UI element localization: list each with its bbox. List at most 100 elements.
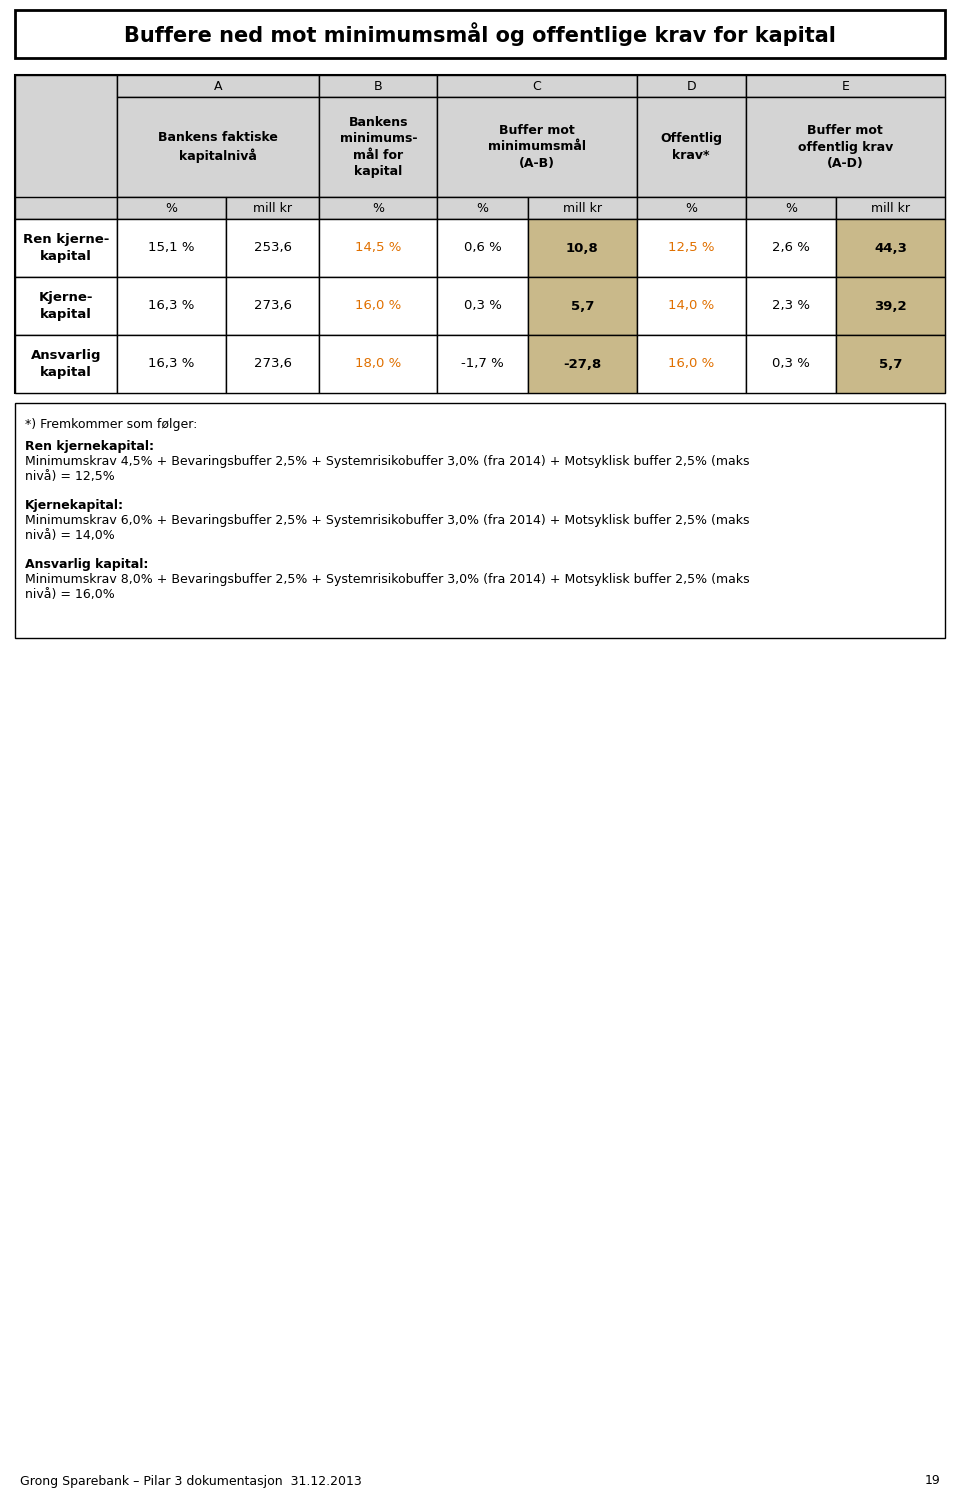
Bar xyxy=(746,196,836,219)
Text: 5,7: 5,7 xyxy=(570,299,594,313)
Bar xyxy=(836,335,945,393)
Bar xyxy=(226,196,320,219)
Text: Grong Sparebank – Pilar 3 dokumentasjon  31.12.2013: Grong Sparebank – Pilar 3 dokumentasjon … xyxy=(20,1475,362,1487)
Text: Kjerne-
kapital: Kjerne- kapital xyxy=(38,292,93,320)
Bar xyxy=(528,277,636,335)
Text: %: % xyxy=(477,201,489,215)
Text: %: % xyxy=(165,201,178,215)
Bar xyxy=(226,219,320,277)
Text: nivå) = 16,0%: nivå) = 16,0% xyxy=(25,588,115,601)
Text: Bankens
minimums-
mål for
kapital: Bankens minimums- mål for kapital xyxy=(340,116,418,178)
Text: 273,6: 273,6 xyxy=(253,299,292,313)
Text: 16,3 %: 16,3 % xyxy=(148,299,195,313)
Text: 253,6: 253,6 xyxy=(253,242,292,254)
Text: 18,0 %: 18,0 % xyxy=(355,358,401,370)
Text: Kjernekapital:: Kjernekapital: xyxy=(25,499,124,512)
Text: D: D xyxy=(686,80,696,92)
Text: 16,3 %: 16,3 % xyxy=(148,358,195,370)
Text: 14,0 %: 14,0 % xyxy=(668,299,714,313)
Bar xyxy=(320,277,438,335)
Bar xyxy=(438,196,528,219)
Text: %: % xyxy=(685,201,697,215)
Text: E: E xyxy=(841,80,850,92)
Bar xyxy=(226,277,320,335)
Bar xyxy=(117,196,226,219)
Bar xyxy=(15,219,117,277)
Bar xyxy=(117,76,320,97)
Text: C: C xyxy=(533,80,541,92)
Text: 0,3 %: 0,3 % xyxy=(464,299,501,313)
Bar xyxy=(438,97,636,196)
Bar xyxy=(636,196,746,219)
Text: 0,3 %: 0,3 % xyxy=(772,358,810,370)
Bar xyxy=(636,277,746,335)
Text: Bankens faktiske
kapitalnivå: Bankens faktiske kapitalnivå xyxy=(158,131,278,163)
Text: mill kr: mill kr xyxy=(253,201,292,215)
Bar xyxy=(836,277,945,335)
Bar xyxy=(226,335,320,393)
Bar xyxy=(15,403,945,638)
Bar xyxy=(528,196,636,219)
Text: 10,8: 10,8 xyxy=(566,242,599,254)
Bar xyxy=(438,277,528,335)
Bar xyxy=(438,335,528,393)
Bar xyxy=(636,335,746,393)
Bar xyxy=(320,76,438,97)
Text: 16,0 %: 16,0 % xyxy=(668,358,714,370)
Bar xyxy=(836,196,945,219)
Bar xyxy=(117,97,320,196)
Text: -27,8: -27,8 xyxy=(564,358,602,370)
Bar xyxy=(746,76,945,97)
Bar xyxy=(528,335,636,393)
Text: mill kr: mill kr xyxy=(563,201,602,215)
Text: *) Fremkommer som følger:: *) Fremkommer som følger: xyxy=(25,419,198,431)
Text: 2,6 %: 2,6 % xyxy=(772,242,810,254)
Bar xyxy=(636,76,746,97)
Bar xyxy=(15,196,117,219)
Text: Ansvarlig
kapital: Ansvarlig kapital xyxy=(31,349,101,379)
Bar xyxy=(320,196,438,219)
Text: 273,6: 273,6 xyxy=(253,358,292,370)
Text: Buffer mot
minimumsmål
(A-B): Buffer mot minimumsmål (A-B) xyxy=(488,124,586,171)
Bar xyxy=(636,219,746,277)
Text: Minimumskrav 6,0% + Bevaringsbuffer 2,5% + Systemrisikobuffer 3,0% (fra 2014) + : Minimumskrav 6,0% + Bevaringsbuffer 2,5%… xyxy=(25,514,750,527)
Bar xyxy=(15,277,117,335)
Bar xyxy=(320,219,438,277)
Bar xyxy=(636,97,746,196)
Text: 5,7: 5,7 xyxy=(879,358,902,370)
Text: A: A xyxy=(214,80,223,92)
Text: nivå) = 14,0%: nivå) = 14,0% xyxy=(25,529,115,542)
Bar xyxy=(15,11,945,57)
Text: 14,5 %: 14,5 % xyxy=(355,242,401,254)
Text: Buffere ned mot minimumsmål og offentlige krav for kapital: Buffere ned mot minimumsmål og offentlig… xyxy=(124,23,836,45)
Bar xyxy=(15,335,117,393)
Bar xyxy=(746,335,836,393)
Bar xyxy=(320,97,438,196)
Bar xyxy=(528,219,636,277)
Text: nivå) = 12,5%: nivå) = 12,5% xyxy=(25,470,115,484)
Bar xyxy=(746,277,836,335)
Text: B: B xyxy=(374,80,383,92)
Text: 0,6 %: 0,6 % xyxy=(464,242,501,254)
Bar xyxy=(746,97,945,196)
Bar xyxy=(438,76,636,97)
Bar xyxy=(836,219,945,277)
Text: -1,7 %: -1,7 % xyxy=(461,358,504,370)
Bar xyxy=(117,277,226,335)
Bar xyxy=(15,76,945,393)
Text: mill kr: mill kr xyxy=(871,201,910,215)
Text: 15,1 %: 15,1 % xyxy=(148,242,195,254)
Bar xyxy=(15,76,117,219)
Text: Ansvarlig kapital:: Ansvarlig kapital: xyxy=(25,558,149,571)
Text: Ren kjernekapital:: Ren kjernekapital: xyxy=(25,440,154,453)
Text: Buffer mot
offentlig krav
(A-D): Buffer mot offentlig krav (A-D) xyxy=(798,124,893,171)
Text: %: % xyxy=(785,201,797,215)
Bar xyxy=(320,335,438,393)
Text: %: % xyxy=(372,201,384,215)
Text: 19: 19 xyxy=(924,1475,940,1487)
Text: 16,0 %: 16,0 % xyxy=(355,299,401,313)
Text: 44,3: 44,3 xyxy=(875,242,907,254)
Bar xyxy=(746,219,836,277)
Text: Minimumskrav 8,0% + Bevaringsbuffer 2,5% + Systemrisikobuffer 3,0% (fra 2014) + : Minimumskrav 8,0% + Bevaringsbuffer 2,5%… xyxy=(25,573,750,586)
Text: Ren kjerne-
kapital: Ren kjerne- kapital xyxy=(23,233,109,263)
